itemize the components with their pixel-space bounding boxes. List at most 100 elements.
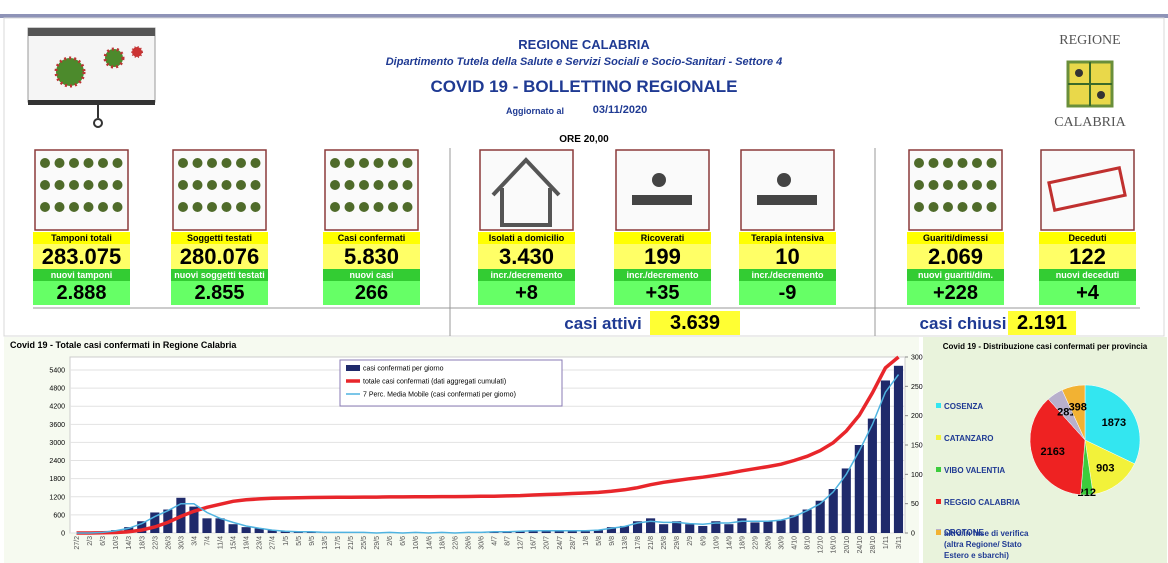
x-tick-label: 4/10 (792, 536, 799, 550)
bar (632, 521, 643, 533)
x-tick-label: 27/2 (74, 536, 81, 550)
card-label: Guariti/dimessi (907, 232, 1004, 244)
card-value: 122 (1039, 244, 1136, 269)
region-emblem (1066, 60, 1114, 108)
x-tick-label: 2/9 (687, 536, 694, 546)
x-tick-label: 5/5 (296, 536, 303, 546)
x-tick-label: 6/9 (700, 536, 707, 546)
line (76, 355, 900, 535)
figure (986, 180, 997, 190)
bed (632, 195, 692, 205)
figure (178, 180, 188, 190)
icon-frame (172, 149, 267, 231)
bar (698, 525, 708, 533)
figure (373, 202, 384, 212)
bar (267, 530, 277, 533)
bar (593, 530, 603, 533)
pie-legend-swatch (936, 467, 941, 472)
x-tick-label: 25/5 (361, 536, 368, 550)
pie-legend-label: COSENZA (944, 402, 984, 411)
closed-box (1008, 311, 1076, 335)
x-tick-label: 18/6 (439, 536, 446, 550)
figure (83, 158, 94, 168)
legend-box (339, 359, 563, 407)
head (652, 173, 666, 187)
x-tick-label: 13/5 (322, 536, 329, 550)
x-tick-label: 6/3 (100, 536, 107, 546)
x-tick-label: 9/5 (309, 536, 316, 546)
icon-frame (908, 149, 1003, 231)
figure (928, 202, 939, 212)
y-tick-label: 5400 (49, 367, 65, 374)
y-tick-label: 600 (53, 512, 65, 519)
figure (914, 202, 924, 212)
pie-legend-label: CATANZARO (944, 434, 994, 443)
y-tick-label: 1800 (49, 476, 65, 483)
figure (207, 158, 217, 168)
legend-swatch (346, 365, 360, 371)
bed (757, 195, 817, 205)
card-icon (479, 149, 574, 231)
x-tick-label: 12/7 (518, 536, 525, 550)
x-tick-label: 20/10 (844, 536, 851, 554)
frame (3, 17, 1165, 337)
updated-date: 03/11/2020 (592, 104, 648, 116)
card-delta: +8 (478, 281, 575, 305)
top-bar (0, 14, 1168, 18)
x-tick-label: 25/8 (661, 536, 668, 550)
pie-value-label: 1873 (1102, 417, 1126, 429)
pie-value-label: 398 (1069, 402, 1087, 414)
x-tick-label: 1/11 (883, 536, 890, 549)
virus-picture (27, 27, 156, 128)
figure (192, 158, 203, 168)
figure (943, 180, 953, 190)
x-tick-label: 24/10 (857, 536, 864, 554)
pie-legend-swatch (936, 530, 941, 535)
x-tick-label: 28/10 (870, 536, 877, 554)
bar (228, 524, 238, 533)
bar (802, 509, 812, 533)
card-label: Terapia intensiva (739, 232, 836, 244)
legend-label: casi confermati per giorno (363, 366, 444, 373)
figure (207, 202, 217, 212)
figure (54, 180, 65, 190)
icon-frame (34, 149, 129, 231)
card-delta: +35 (614, 281, 711, 305)
card-delta: 2.888 (33, 281, 130, 305)
bar (567, 530, 577, 533)
figure (207, 180, 217, 190)
figure (388, 202, 398, 212)
legend-label: 7 Perc. Media Mobile (casi confermati pe… (363, 392, 516, 399)
figure (250, 202, 261, 212)
pie-legend-label: altro/in fase di verifica (altra Regione… (944, 529, 1029, 560)
x-tick-label: 22/9 (752, 536, 759, 550)
x-tick-label: 4/7 (492, 536, 499, 546)
figure (344, 180, 355, 190)
header-department: Dipartimento Tutela della Salute e Servi… (385, 56, 783, 68)
figure (40, 202, 50, 212)
figure (221, 180, 232, 190)
icon-frame (324, 149, 419, 231)
pie-value-label: 903 (1096, 462, 1114, 474)
bar (215, 518, 225, 533)
y2-tick-label: 50 (911, 501, 919, 508)
bar (580, 531, 590, 533)
card-value: 3.430 (478, 244, 575, 269)
figure (957, 158, 968, 168)
card-label: Deceduti (1039, 232, 1136, 244)
card-delta-label: nuovi casi (323, 269, 420, 281)
figure (112, 180, 123, 190)
figure (957, 202, 968, 212)
x-tick-label: 3/11 (896, 536, 903, 549)
figure (98, 158, 108, 168)
x-tick-label: 26/9 (766, 536, 773, 550)
bar (737, 518, 747, 533)
bar (711, 521, 721, 533)
legend-label: totale casi confermati (dati aggregati c… (363, 379, 506, 386)
x-tick-label: 2/6 (387, 536, 394, 546)
bar (685, 524, 695, 533)
card-delta: +228 (907, 281, 1004, 305)
x-tick-label: 21/8 (648, 536, 655, 550)
bar (619, 525, 630, 533)
pie-legend-swatch (936, 403, 941, 408)
